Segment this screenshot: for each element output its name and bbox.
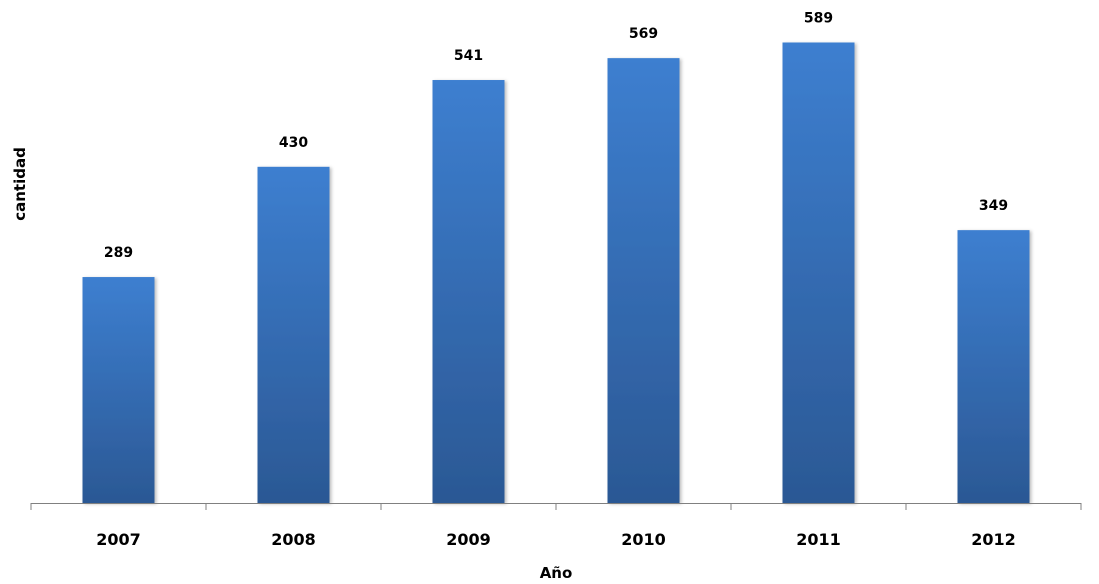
x-axis-ticks — [30, 503, 1082, 510]
data-label-2009: 541 — [454, 48, 483, 64]
x-tick-label-2012: 2012 — [971, 530, 1016, 549]
x-axis-title: Año — [540, 564, 573, 582]
bar-2008 — [257, 166, 330, 503]
data-label-2008: 430 — [279, 135, 308, 151]
x-tick-label-2009: 2009 — [446, 530, 491, 549]
y-axis-title: cantidad — [11, 147, 29, 221]
value-labels-group: 289 430 541 569 589 349 — [104, 10, 1008, 261]
data-label-2007: 289 — [104, 245, 133, 261]
bar-2007 — [82, 277, 155, 503]
bar-2012 — [957, 230, 1030, 503]
x-tick-label-2011: 2011 — [796, 530, 841, 549]
data-label-2012: 349 — [979, 198, 1008, 214]
data-label-2010: 569 — [629, 26, 658, 42]
x-tick-label-2008: 2008 — [271, 530, 316, 549]
data-label-2011: 589 — [804, 10, 833, 26]
x-tick-label-2007: 2007 — [96, 530, 141, 549]
x-tick-label-2010: 2010 — [621, 530, 666, 549]
bar-2011 — [782, 42, 855, 504]
x-axis-tick-labels: 2007 2008 2009 2010 2011 2012 — [96, 530, 1016, 549]
bars-group — [82, 42, 1030, 504]
bar-2009 — [432, 80, 505, 504]
bar-2010 — [607, 58, 680, 504]
